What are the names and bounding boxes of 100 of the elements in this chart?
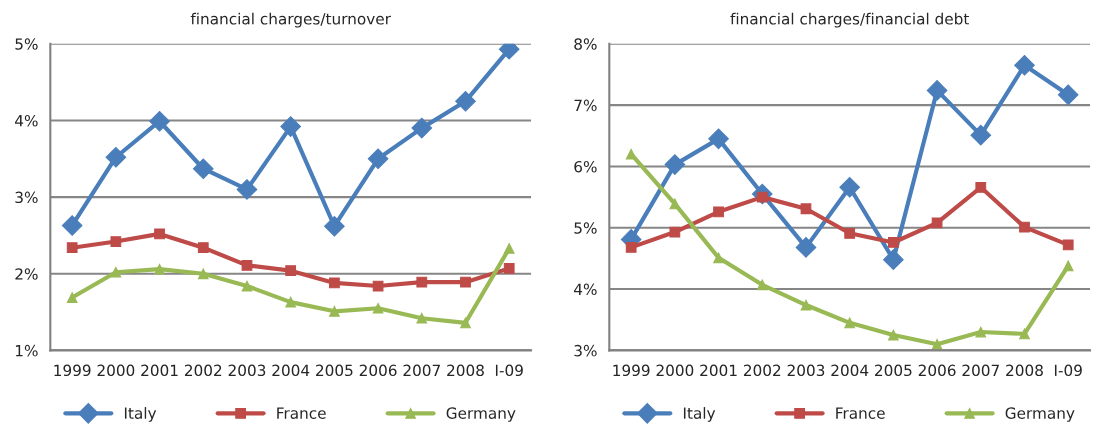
- point: [795, 237, 817, 258]
- point: [1062, 239, 1074, 251]
- y-tick-label: 3%: [574, 344, 597, 357]
- point: [931, 217, 943, 229]
- point: [888, 329, 899, 341]
- x-tick-label: 2004: [831, 364, 869, 377]
- x-tick-label: 2006: [918, 364, 956, 377]
- point: [241, 280, 253, 292]
- point: [975, 181, 987, 193]
- point: [708, 128, 729, 150]
- point: [460, 317, 471, 329]
- y-tick-label: 8%: [574, 38, 597, 50]
- point: [149, 110, 170, 132]
- y-tick-label: 6%: [574, 160, 597, 173]
- point: [664, 154, 686, 175]
- point: [61, 215, 83, 236]
- x-tick-label: 2006: [359, 364, 397, 377]
- chart-title: financial charges/financial debt: [730, 12, 969, 28]
- y-tick-label: 4%: [574, 283, 597, 296]
- point: [324, 215, 345, 237]
- point: [416, 276, 428, 288]
- x-tick-label: 2007: [962, 364, 999, 377]
- point: [236, 179, 258, 200]
- point: [844, 317, 856, 329]
- point: [110, 236, 122, 247]
- point: [975, 326, 987, 338]
- point: [713, 252, 724, 264]
- point: [839, 176, 861, 198]
- point: [285, 296, 297, 308]
- y-tick-label: 3%: [15, 191, 38, 204]
- x-tick-label: 2000: [97, 364, 135, 377]
- legend-label: Italy: [683, 407, 716, 422]
- x-tick-label: 2002: [743, 364, 781, 377]
- point: [669, 198, 681, 210]
- point: [1057, 84, 1079, 106]
- x-tick-label: 2004: [272, 364, 310, 377]
- point: [110, 266, 122, 278]
- y-tick-label: 2%: [15, 268, 38, 280]
- y-tick-label: 5%: [574, 222, 597, 234]
- x-tick-label: I-09: [495, 364, 523, 377]
- x-tick-label: 1999: [54, 364, 91, 377]
- point: [844, 227, 856, 239]
- x-tick-label: 2000: [656, 364, 694, 377]
- point: [503, 263, 515, 274]
- chart-title: financial charges/turnover: [190, 12, 391, 28]
- x-tick-label: 2002: [184, 364, 222, 377]
- y-tick-label: 1%: [15, 344, 38, 357]
- point: [970, 124, 992, 146]
- point: [883, 249, 904, 270]
- point: [372, 302, 384, 314]
- point: [192, 158, 214, 180]
- point: [931, 338, 943, 350]
- x-tick-label: I-09: [1054, 364, 1082, 377]
- x-tick-label: 1999: [613, 364, 650, 377]
- point: [367, 148, 389, 170]
- x-tick-label: 2001: [141, 364, 178, 377]
- point: [329, 305, 340, 317]
- point: [503, 243, 515, 254]
- point: [800, 203, 812, 215]
- y-tick-label: 4%: [15, 114, 38, 127]
- point: [197, 242, 209, 254]
- x-tick-label: 2005: [316, 364, 353, 377]
- point: [105, 146, 127, 168]
- point: [713, 206, 724, 218]
- x-tick-label: 2007: [403, 364, 440, 377]
- point: [66, 292, 78, 303]
- point: [416, 312, 428, 324]
- point: [669, 226, 681, 238]
- point: [926, 80, 948, 101]
- x-tick-label: 2008: [447, 364, 484, 377]
- point: [460, 276, 471, 288]
- x-tick-label: 2001: [700, 364, 737, 377]
- point: [1019, 328, 1030, 340]
- legend-label: France: [277, 407, 326, 419]
- point: [455, 90, 476, 112]
- x-tick-label: 2008: [1006, 364, 1043, 377]
- point: [625, 148, 637, 160]
- point: [800, 299, 812, 311]
- legend-label: Germany: [1005, 407, 1075, 422]
- point: [1062, 260, 1074, 272]
- point: [888, 237, 899, 248]
- y-tick-label: 7%: [574, 99, 597, 112]
- x-tick-label: 2003: [787, 364, 825, 377]
- point: [197, 268, 209, 280]
- point: [1014, 54, 1035, 76]
- point: [411, 117, 433, 139]
- point: [241, 259, 253, 271]
- legend-label: Germany: [446, 407, 516, 422]
- x-tick-label: 2005: [875, 364, 912, 377]
- point: [154, 263, 165, 275]
- point: [1019, 221, 1030, 233]
- point: [625, 242, 637, 253]
- point: [154, 228, 165, 240]
- x-tick-label: 2003: [228, 364, 266, 377]
- y-tick-label: 5%: [15, 38, 38, 50]
- legend-label: France: [836, 407, 885, 419]
- point: [285, 265, 297, 277]
- point: [66, 242, 78, 254]
- point: [280, 116, 302, 137]
- legend-label: Italy: [124, 407, 157, 422]
